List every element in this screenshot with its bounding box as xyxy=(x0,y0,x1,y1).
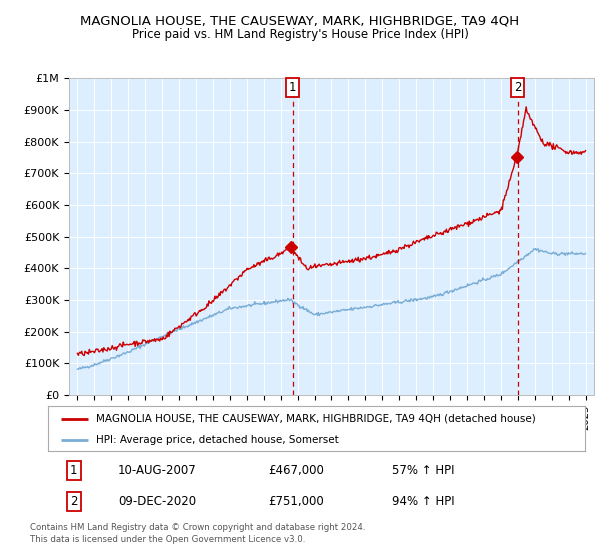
Text: £467,000: £467,000 xyxy=(268,464,324,477)
Text: 57% ↑ HPI: 57% ↑ HPI xyxy=(392,464,454,477)
Text: MAGNOLIA HOUSE, THE CAUSEWAY, MARK, HIGHBRIDGE, TA9 4QH: MAGNOLIA HOUSE, THE CAUSEWAY, MARK, HIGH… xyxy=(80,14,520,27)
Text: 2: 2 xyxy=(514,81,521,95)
Text: Contains HM Land Registry data © Crown copyright and database right 2024.: Contains HM Land Registry data © Crown c… xyxy=(30,523,365,532)
Text: HPI: Average price, detached house, Somerset: HPI: Average price, detached house, Some… xyxy=(97,435,339,445)
Text: 94% ↑ HPI: 94% ↑ HPI xyxy=(392,495,454,508)
Text: Price paid vs. HM Land Registry's House Price Index (HPI): Price paid vs. HM Land Registry's House … xyxy=(131,28,469,41)
Text: This data is licensed under the Open Government Licence v3.0.: This data is licensed under the Open Gov… xyxy=(30,535,305,544)
Text: MAGNOLIA HOUSE, THE CAUSEWAY, MARK, HIGHBRIDGE, TA9 4QH (detached house): MAGNOLIA HOUSE, THE CAUSEWAY, MARK, HIGH… xyxy=(97,413,536,423)
Text: 09-DEC-2020: 09-DEC-2020 xyxy=(118,495,196,508)
Text: 2: 2 xyxy=(70,495,77,508)
Text: 1: 1 xyxy=(70,464,77,477)
Text: 1: 1 xyxy=(289,81,296,95)
Text: 10-AUG-2007: 10-AUG-2007 xyxy=(118,464,197,477)
Text: £751,000: £751,000 xyxy=(268,495,324,508)
